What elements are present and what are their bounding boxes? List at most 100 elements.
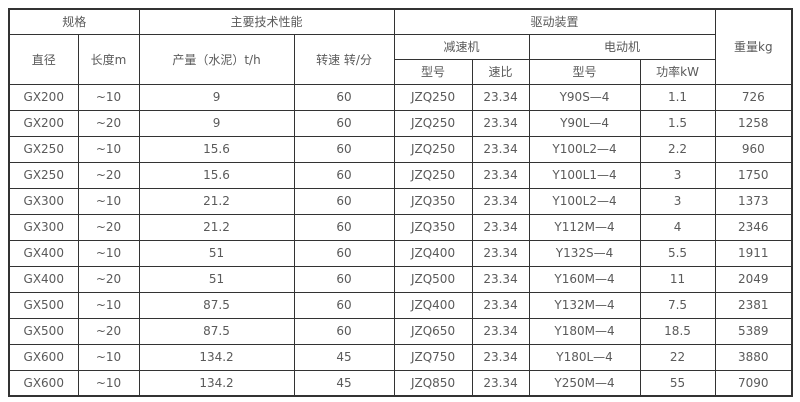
cell-output: 87.5 — [138, 317, 295, 345]
cell-diameter: GX500 — [8, 317, 79, 345]
cell-reducer-ratio: 23.34 — [471, 161, 530, 189]
cell-speed: 60 — [293, 161, 395, 189]
cell-weight: 2049 — [714, 265, 793, 293]
spec-table-container: 规格 主要技术性能 驱动装置 重量kg 直径 长度m 产量（水泥）t/h 转速 … — [8, 8, 794, 397]
header-motor-model: 型号 — [528, 58, 641, 85]
cell-length: ~10 — [77, 83, 140, 111]
cell-output: 15.6 — [138, 161, 295, 189]
cell-reducer-ratio: 23.34 — [471, 291, 530, 319]
cell-diameter: GX200 — [8, 83, 79, 111]
cell-motor-model: Y180L—4 — [528, 343, 641, 371]
cell-speed: 45 — [293, 369, 395, 397]
cell-length: ~20 — [77, 213, 140, 241]
cell-motor-model: Y100L1—4 — [528, 161, 641, 189]
cell-reducer-model: JZQ400 — [393, 239, 473, 267]
cell-reducer-model: JZQ250 — [393, 109, 473, 137]
cell-speed: 60 — [293, 109, 395, 137]
cell-speed: 60 — [293, 187, 395, 215]
cell-weight: 726 — [714, 83, 793, 111]
cell-speed: 60 — [293, 239, 395, 267]
header-reducer-group: 减速机 — [393, 33, 530, 60]
cell-weight: 2381 — [714, 291, 793, 319]
cell-motor-power: 4 — [639, 213, 716, 241]
cell-reducer-ratio: 23.34 — [471, 83, 530, 111]
cell-diameter: GX250 — [8, 161, 79, 189]
header-output: 产量（水泥）t/h — [138, 33, 295, 85]
cell-motor-power: 5.5 — [639, 239, 716, 267]
table-row: GX300 ~20 21.2 60 JZQ350 23.34 Y112M—4 4… — [8, 213, 793, 241]
table-row: GX400 ~10 51 60 JZQ400 23.34 Y132S—4 5.5… — [8, 239, 793, 267]
cell-diameter: GX600 — [8, 343, 79, 371]
cell-weight: 1258 — [714, 109, 793, 137]
cell-weight: 5389 — [714, 317, 793, 345]
cell-speed: 60 — [293, 291, 395, 319]
header-reducer-ratio: 速比 — [471, 58, 530, 85]
cell-motor-model: Y100L2—4 — [528, 187, 641, 215]
header-row-groups: 规格 主要技术性能 驱动装置 重量kg — [8, 8, 793, 85]
cell-speed: 60 — [293, 265, 395, 293]
cell-motor-model: Y160M—4 — [528, 265, 641, 293]
table-row: GX400 ~20 51 60 JZQ500 23.34 Y160M—4 11 … — [8, 265, 793, 293]
header-motor-group: 电动机 — [528, 33, 716, 60]
cell-reducer-model: JZQ650 — [393, 317, 473, 345]
table-row: GX600 ~10 134.2 45 JZQ850 23.34 Y250M—4 … — [8, 369, 793, 397]
cell-output: 134.2 — [138, 343, 295, 371]
cell-length: ~20 — [77, 317, 140, 345]
table-row: GX500 ~10 87.5 60 JZQ400 23.34 Y132M—4 7… — [8, 291, 793, 319]
product-spec-table: 规格 主要技术性能 驱动装置 重量kg 直径 长度m 产量（水泥）t/h 转速 … — [8, 8, 794, 397]
cell-motor-model: Y90L—4 — [528, 109, 641, 137]
cell-reducer-ratio: 23.34 — [471, 317, 530, 345]
cell-motor-model: Y132S—4 — [528, 239, 641, 267]
header-length: 长度m — [77, 33, 140, 85]
cell-reducer-model: JZQ350 — [393, 213, 473, 241]
cell-reducer-ratio: 23.34 — [471, 265, 530, 293]
cell-speed: 45 — [293, 343, 395, 371]
header-speed: 转速 转/分 — [293, 33, 395, 85]
header-diameter: 直径 — [8, 33, 79, 85]
cell-speed: 60 — [293, 213, 395, 241]
cell-reducer-ratio: 23.34 — [471, 109, 530, 137]
cell-motor-power: 18.5 — [639, 317, 716, 345]
cell-reducer-ratio: 23.34 — [471, 135, 530, 163]
cell-length: ~10 — [77, 239, 140, 267]
cell-output: 87.5 — [138, 291, 295, 319]
cell-length: ~10 — [77, 369, 140, 397]
cell-output: 134.2 — [138, 369, 295, 397]
cell-diameter: GX400 — [8, 239, 79, 267]
cell-diameter: GX250 — [8, 135, 79, 163]
cell-motor-power: 11 — [639, 265, 716, 293]
cell-weight: 1911 — [714, 239, 793, 267]
table-row: GX200 ~10 9 60 JZQ250 23.34 Y90S—4 1.1 7… — [8, 83, 793, 111]
cell-motor-power: 2.2 — [639, 135, 716, 163]
cell-output: 51 — [138, 265, 295, 293]
cell-motor-model: Y100L2—4 — [528, 135, 641, 163]
header-row-subgroups: 直径 长度m 产量（水泥）t/h 转速 转/分 减速机 电动机 — [8, 33, 792, 85]
table-body: GX200 ~10 9 60 JZQ250 23.34 Y90S—4 1.1 7… — [8, 83, 793, 397]
cell-length: ~10 — [77, 135, 140, 163]
cell-reducer-model: JZQ250 — [393, 83, 473, 111]
cell-weight: 1373 — [714, 187, 793, 215]
cell-reducer-ratio: 23.34 — [471, 213, 530, 241]
cell-length: ~20 — [77, 161, 140, 189]
table-row: GX250 ~10 15.6 60 JZQ250 23.34 Y100L2—4 … — [8, 135, 793, 163]
cell-weight: 3880 — [714, 343, 793, 371]
table-header: 规格 主要技术性能 驱动装置 重量kg 直径 长度m 产量（水泥）t/h 转速 … — [8, 8, 793, 85]
cell-motor-power: 1.5 — [639, 109, 716, 137]
cell-weight: 1750 — [714, 161, 793, 189]
cell-motor-power: 22 — [639, 343, 716, 371]
cell-output: 15.6 — [138, 135, 295, 163]
cell-reducer-model: JZQ400 — [393, 291, 473, 319]
header-reducer-model: 型号 — [393, 58, 473, 85]
cell-reducer-model: JZQ500 — [393, 265, 473, 293]
cell-weight: 7090 — [714, 369, 793, 397]
header-row-leaf: 型号 速比 型号 功率kW — [9, 58, 792, 85]
cell-motor-power: 1.1 — [639, 83, 716, 111]
cell-motor-power: 55 — [639, 369, 716, 397]
table-row: GX250 ~20 15.6 60 JZQ250 23.34 Y100L1—4 … — [8, 161, 793, 189]
cell-speed: 60 — [293, 317, 395, 345]
cell-reducer-ratio: 23.34 — [471, 369, 530, 397]
cell-diameter: GX200 — [8, 109, 79, 137]
cell-diameter: GX600 — [8, 369, 79, 397]
cell-length: ~10 — [77, 187, 140, 215]
cell-motor-model: Y180M—4 — [528, 317, 641, 345]
